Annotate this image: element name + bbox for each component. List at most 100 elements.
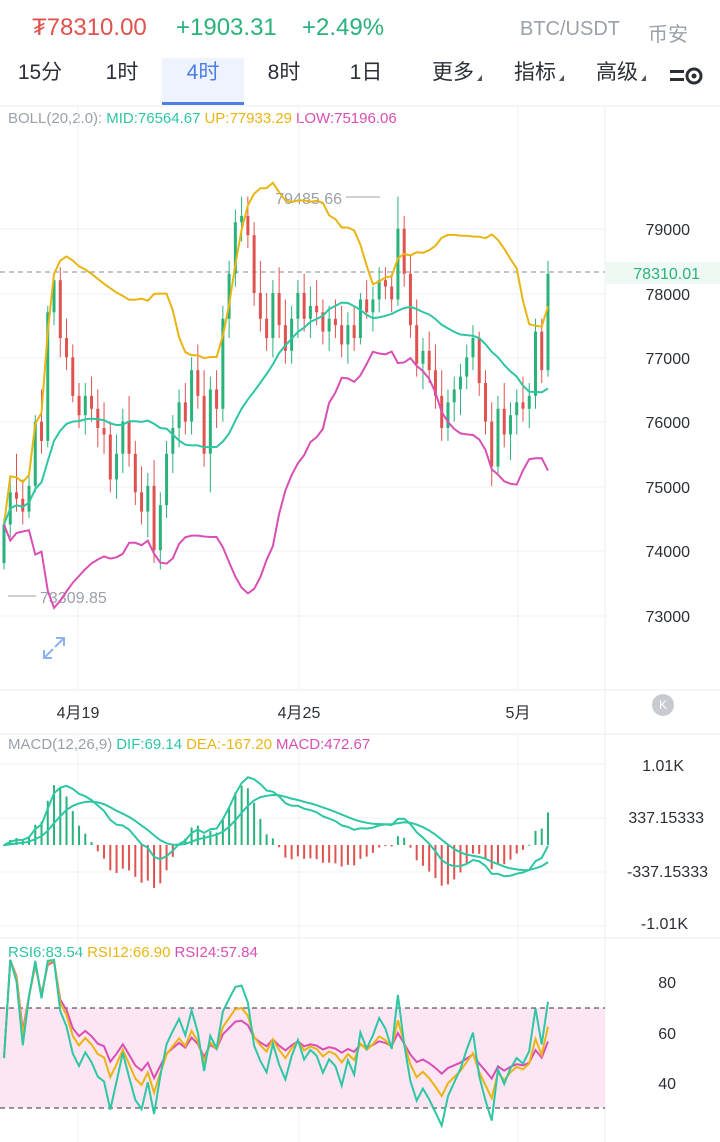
macd-dea: DEA:-167.20	[186, 736, 272, 753]
macd-bar	[396, 836, 399, 845]
macd-bar	[509, 845, 512, 860]
expand-arrows-icon[interactable]	[40, 634, 68, 662]
candle-body	[127, 421, 131, 454]
candle-body	[527, 395, 531, 409]
macd-bar	[521, 845, 524, 850]
macd-bar	[140, 845, 143, 883]
rsi6-value: RSI6:83.54	[8, 944, 84, 961]
current-price-tag	[606, 262, 720, 284]
macd-bar	[303, 845, 306, 859]
macd-bar	[153, 845, 156, 888]
macd-bar	[115, 845, 118, 873]
macd-bar	[440, 845, 443, 886]
candle-body	[477, 338, 481, 384]
macd-bar	[365, 845, 368, 857]
candle-body	[2, 524, 6, 564]
macd-bar	[340, 845, 343, 867]
macd-bar	[515, 845, 518, 854]
x-tick-apr19: 4月19	[57, 705, 100, 722]
time-axis: 4月19 4月25 5月	[57, 705, 531, 722]
tab-4h[interactable]: 4时	[162, 58, 244, 105]
candle-body	[21, 498, 25, 512]
macd-bar	[96, 845, 99, 852]
tab-more[interactable]: 更多	[424, 58, 490, 102]
candle-body	[540, 331, 544, 371]
candle-body	[152, 485, 156, 551]
candle-body	[340, 325, 344, 345]
tab-advanced[interactable]: 高级	[588, 58, 654, 102]
macd-bar	[165, 845, 168, 871]
k-badge-icon[interactable]: K	[652, 694, 674, 716]
tab-1h[interactable]: 1时	[96, 58, 148, 102]
macd-bar	[328, 845, 331, 863]
macd-bar	[315, 845, 318, 860]
macd-bar	[128, 845, 131, 871]
candle-body	[246, 215, 250, 236]
tab-label: 1时	[105, 61, 139, 84]
boll-mid: MID:76564.67	[106, 110, 201, 127]
macd-bar	[384, 845, 387, 846]
macd-bar	[78, 825, 81, 845]
trading-pair[interactable]: BTC/USDT	[520, 18, 620, 40]
candle-body	[521, 402, 525, 409]
tab-label: 15分	[17, 61, 63, 84]
candle-body	[65, 338, 69, 358]
rsi6-line	[3, 958, 549, 1129]
macd-bar	[421, 845, 424, 866]
candle-body	[402, 228, 406, 274]
interval-tabs: 15分 1时 4时 8时 1日 更多 指标 高级	[0, 58, 720, 106]
candle-body	[483, 383, 487, 422]
macd-bar	[540, 828, 543, 845]
tab-15m[interactable]: 15分	[14, 58, 66, 102]
macd-bar	[109, 845, 112, 871]
rsi-axis: 80 60 40	[658, 975, 676, 1093]
macd-bar	[534, 830, 537, 845]
candle-body	[121, 421, 125, 454]
macd-bar	[253, 802, 256, 845]
rsi-band	[0, 1008, 605, 1108]
macd-bar	[309, 845, 312, 859]
candle-body	[165, 453, 169, 506]
boll-legend: BOLL(20,2.0): MID:76564.67 UP:77933.29 LOW:…	[8, 110, 401, 127]
boll-name: BOLL(20,2.0):	[8, 110, 103, 127]
macd-bar	[71, 811, 74, 845]
boll-mid-line	[3, 301, 549, 525]
rsi24-value: RSI24:57.84	[174, 944, 258, 961]
candle-body	[202, 395, 206, 454]
candle-body	[171, 428, 175, 454]
macd-bar	[240, 785, 243, 845]
macd-bar	[284, 845, 287, 858]
candle-body	[265, 318, 269, 339]
macd-bar	[46, 800, 49, 845]
candle-body	[133, 453, 137, 493]
settings-slider-icon[interactable]	[668, 66, 704, 86]
y-tick-74000: 74000	[646, 544, 691, 561]
macd-bar	[259, 818, 262, 845]
macd-bar	[15, 837, 18, 845]
candle-body	[302, 293, 306, 319]
candle-body	[427, 350, 431, 371]
current-price-label: 78310.01	[633, 266, 700, 283]
y-tick-77000: 77000	[646, 351, 691, 368]
macd-bar	[271, 838, 274, 845]
macd-bar	[296, 845, 299, 857]
tab-8h[interactable]: 8时	[258, 58, 310, 102]
macd-tick-lower: -337.15333	[627, 864, 708, 881]
y-tick-73000: 73000	[646, 609, 691, 626]
tab-1d[interactable]: 1日	[340, 58, 392, 102]
candle-body	[346, 325, 350, 345]
rsi24-line	[3, 959, 549, 1081]
candle-body	[90, 395, 94, 409]
macd-bar	[353, 845, 356, 866]
price-change: +1903.31	[176, 14, 277, 41]
tab-indicators[interactable]: 指标	[506, 58, 572, 102]
macd-bar	[459, 845, 462, 873]
exchange-name[interactable]: 币安	[648, 24, 688, 46]
candle-body	[221, 318, 225, 409]
candle-body	[458, 376, 462, 390]
macd-bar	[265, 834, 268, 845]
candle-body	[321, 312, 325, 332]
candle-body	[15, 492, 19, 499]
macd-bar	[196, 825, 199, 845]
